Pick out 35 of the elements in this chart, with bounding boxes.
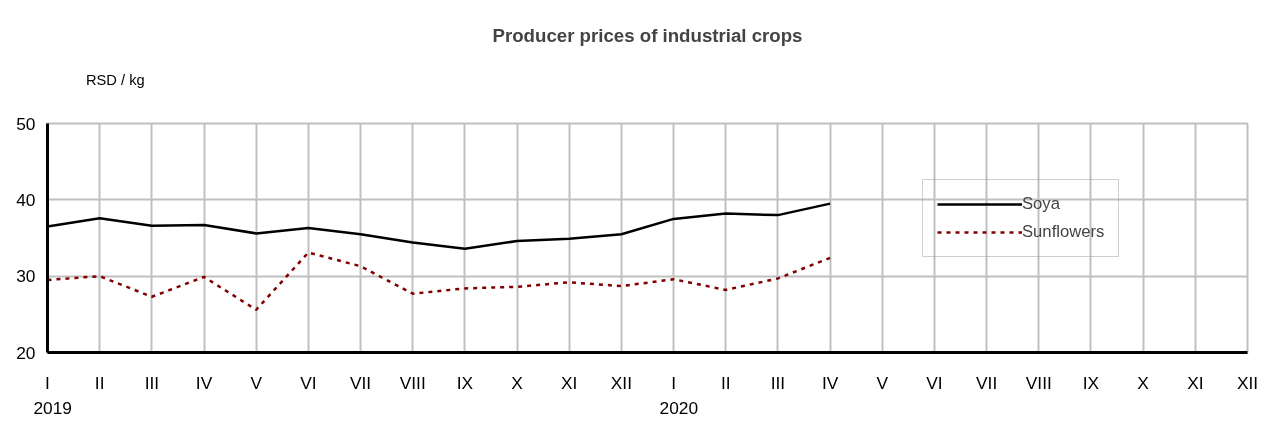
x-tick-label: VI (926, 372, 943, 393)
x-tick-label: VIII (1025, 372, 1052, 393)
x-tick-label: VII (976, 372, 998, 393)
x-tick-label: III (144, 372, 160, 393)
y-tick-label: 50 (16, 113, 36, 134)
y-axis-title: RSD / kg (86, 71, 145, 88)
text: 2020 (659, 397, 699, 418)
x-tick-label: XI (1187, 372, 1204, 393)
text: Sunflowers (1022, 222, 1105, 242)
x-tick-label: XII (1236, 372, 1259, 393)
x-tick-label: XII (610, 372, 633, 393)
x-tick-label: I (671, 372, 677, 393)
x-tick-label: VI (300, 372, 317, 393)
x-tick-label: II (720, 372, 731, 393)
y-tick-label: 40 (16, 189, 36, 210)
text: Soya (1022, 194, 1060, 214)
y-tick-label: 30 (16, 266, 36, 287)
x-tick-label: X (1137, 372, 1150, 393)
x-tick-label: I (45, 372, 50, 393)
line-series (47, 251, 832, 311)
chart-title: Producer prices of industrial crops (492, 25, 803, 46)
x-tick-label: V (250, 372, 263, 393)
x-tick-label: XI (561, 372, 578, 393)
x-tick-label: X (511, 372, 524, 393)
x-tick-label: III (770, 372, 786, 393)
text: 2019 (33, 397, 73, 418)
x-tick-label: VII (349, 372, 372, 393)
x-tick-label: IV (821, 372, 839, 393)
y-tick-label: 20 (16, 342, 36, 363)
x-tick-label: II (94, 372, 105, 393)
x-tick-label: IX (1082, 372, 1100, 393)
x-tick-label: V (876, 372, 889, 393)
x-tick-label: VIII (399, 372, 426, 393)
x-tick-label: IX (456, 372, 474, 393)
x-tick-label: IV (195, 372, 213, 393)
